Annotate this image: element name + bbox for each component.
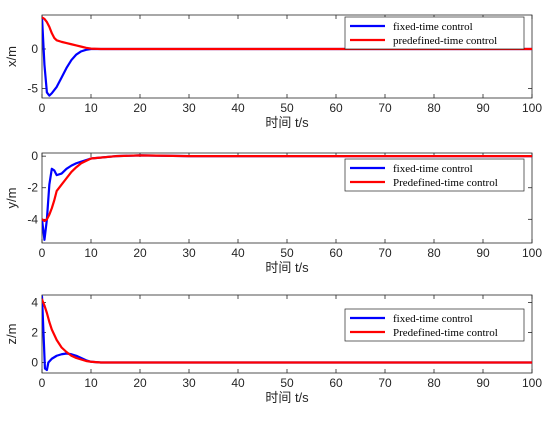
x-axis-label: 时间 t/s (265, 390, 309, 405)
legend-label: fixed-time control (393, 163, 473, 175)
x-axis-label: 时间 t/s (265, 260, 309, 275)
x-tick-label: 90 (476, 246, 490, 260)
y-tick-label: 0 (31, 356, 38, 370)
x-tick-label: 100 (522, 376, 542, 390)
y-tick-label: 4 (31, 296, 38, 310)
x-tick-label: 50 (280, 101, 294, 115)
x-tick-label: 90 (476, 376, 490, 390)
legend-box (344, 308, 525, 342)
x-tick-label: 80 (427, 101, 441, 115)
series-line-predefined-time (42, 154, 532, 222)
y-tick-label: -5 (27, 82, 38, 96)
legend-box (344, 16, 525, 50)
x-tick-label: 30 (182, 376, 196, 390)
x-tick-label: 80 (427, 246, 441, 260)
x-tick-label: 20 (133, 376, 147, 390)
x-tick-label: 30 (182, 246, 196, 260)
x-tick-label: 50 (280, 246, 294, 260)
legend-label: fixed-time control (393, 21, 473, 33)
y-tick-label: 0 (31, 42, 38, 56)
legend-label: Predefined-time control (393, 177, 498, 189)
legend-label: predefined-time control (393, 35, 497, 47)
legend-box (344, 158, 525, 192)
x-tick-label: 10 (84, 246, 98, 260)
x-tick-label: 20 (133, 246, 147, 260)
x-tick-label: 0 (39, 101, 46, 115)
x-tick-label: 80 (427, 376, 441, 390)
x-tick-label: 40 (231, 101, 245, 115)
x-tick-label: 40 (231, 246, 245, 260)
legend-label: fixed-time control (393, 313, 473, 325)
x-tick-label: 30 (182, 101, 196, 115)
x-tick-label: 100 (522, 101, 542, 115)
x-tick-label: 70 (378, 376, 392, 390)
x-tick-label: 70 (378, 246, 392, 260)
x-tick-label: 70 (378, 101, 392, 115)
x-tick-label: 60 (329, 376, 343, 390)
y-axis-label: x/m (4, 46, 19, 67)
series-line-predefined-time (42, 298, 532, 364)
x-tick-label: 0 (39, 376, 46, 390)
x-tick-label: 0 (39, 246, 46, 260)
legend-label: Predefined-time control (393, 327, 498, 339)
x-tick-label: 50 (280, 376, 294, 390)
y-tick-label: -4 (27, 212, 38, 226)
x-tick-label: 60 (329, 246, 343, 260)
x-tick-label: 10 (84, 101, 98, 115)
x-axis-label: 时间 t/s (265, 115, 309, 130)
series-line-predefined-time (42, 16, 532, 51)
x-tick-label: 10 (84, 376, 98, 390)
x-tick-label: 60 (329, 101, 343, 115)
x-tick-label: 40 (231, 376, 245, 390)
x-tick-label: 90 (476, 101, 490, 115)
y-tick-label: 2 (31, 326, 38, 340)
y-axis-label: z/m (4, 324, 19, 345)
x-tick-label: 20 (133, 101, 147, 115)
y-axis-label: y/m (4, 188, 19, 209)
y-tick-label: 0 (31, 149, 38, 163)
x-tick-label: 100 (522, 246, 542, 260)
y-tick-label: -2 (27, 181, 38, 195)
